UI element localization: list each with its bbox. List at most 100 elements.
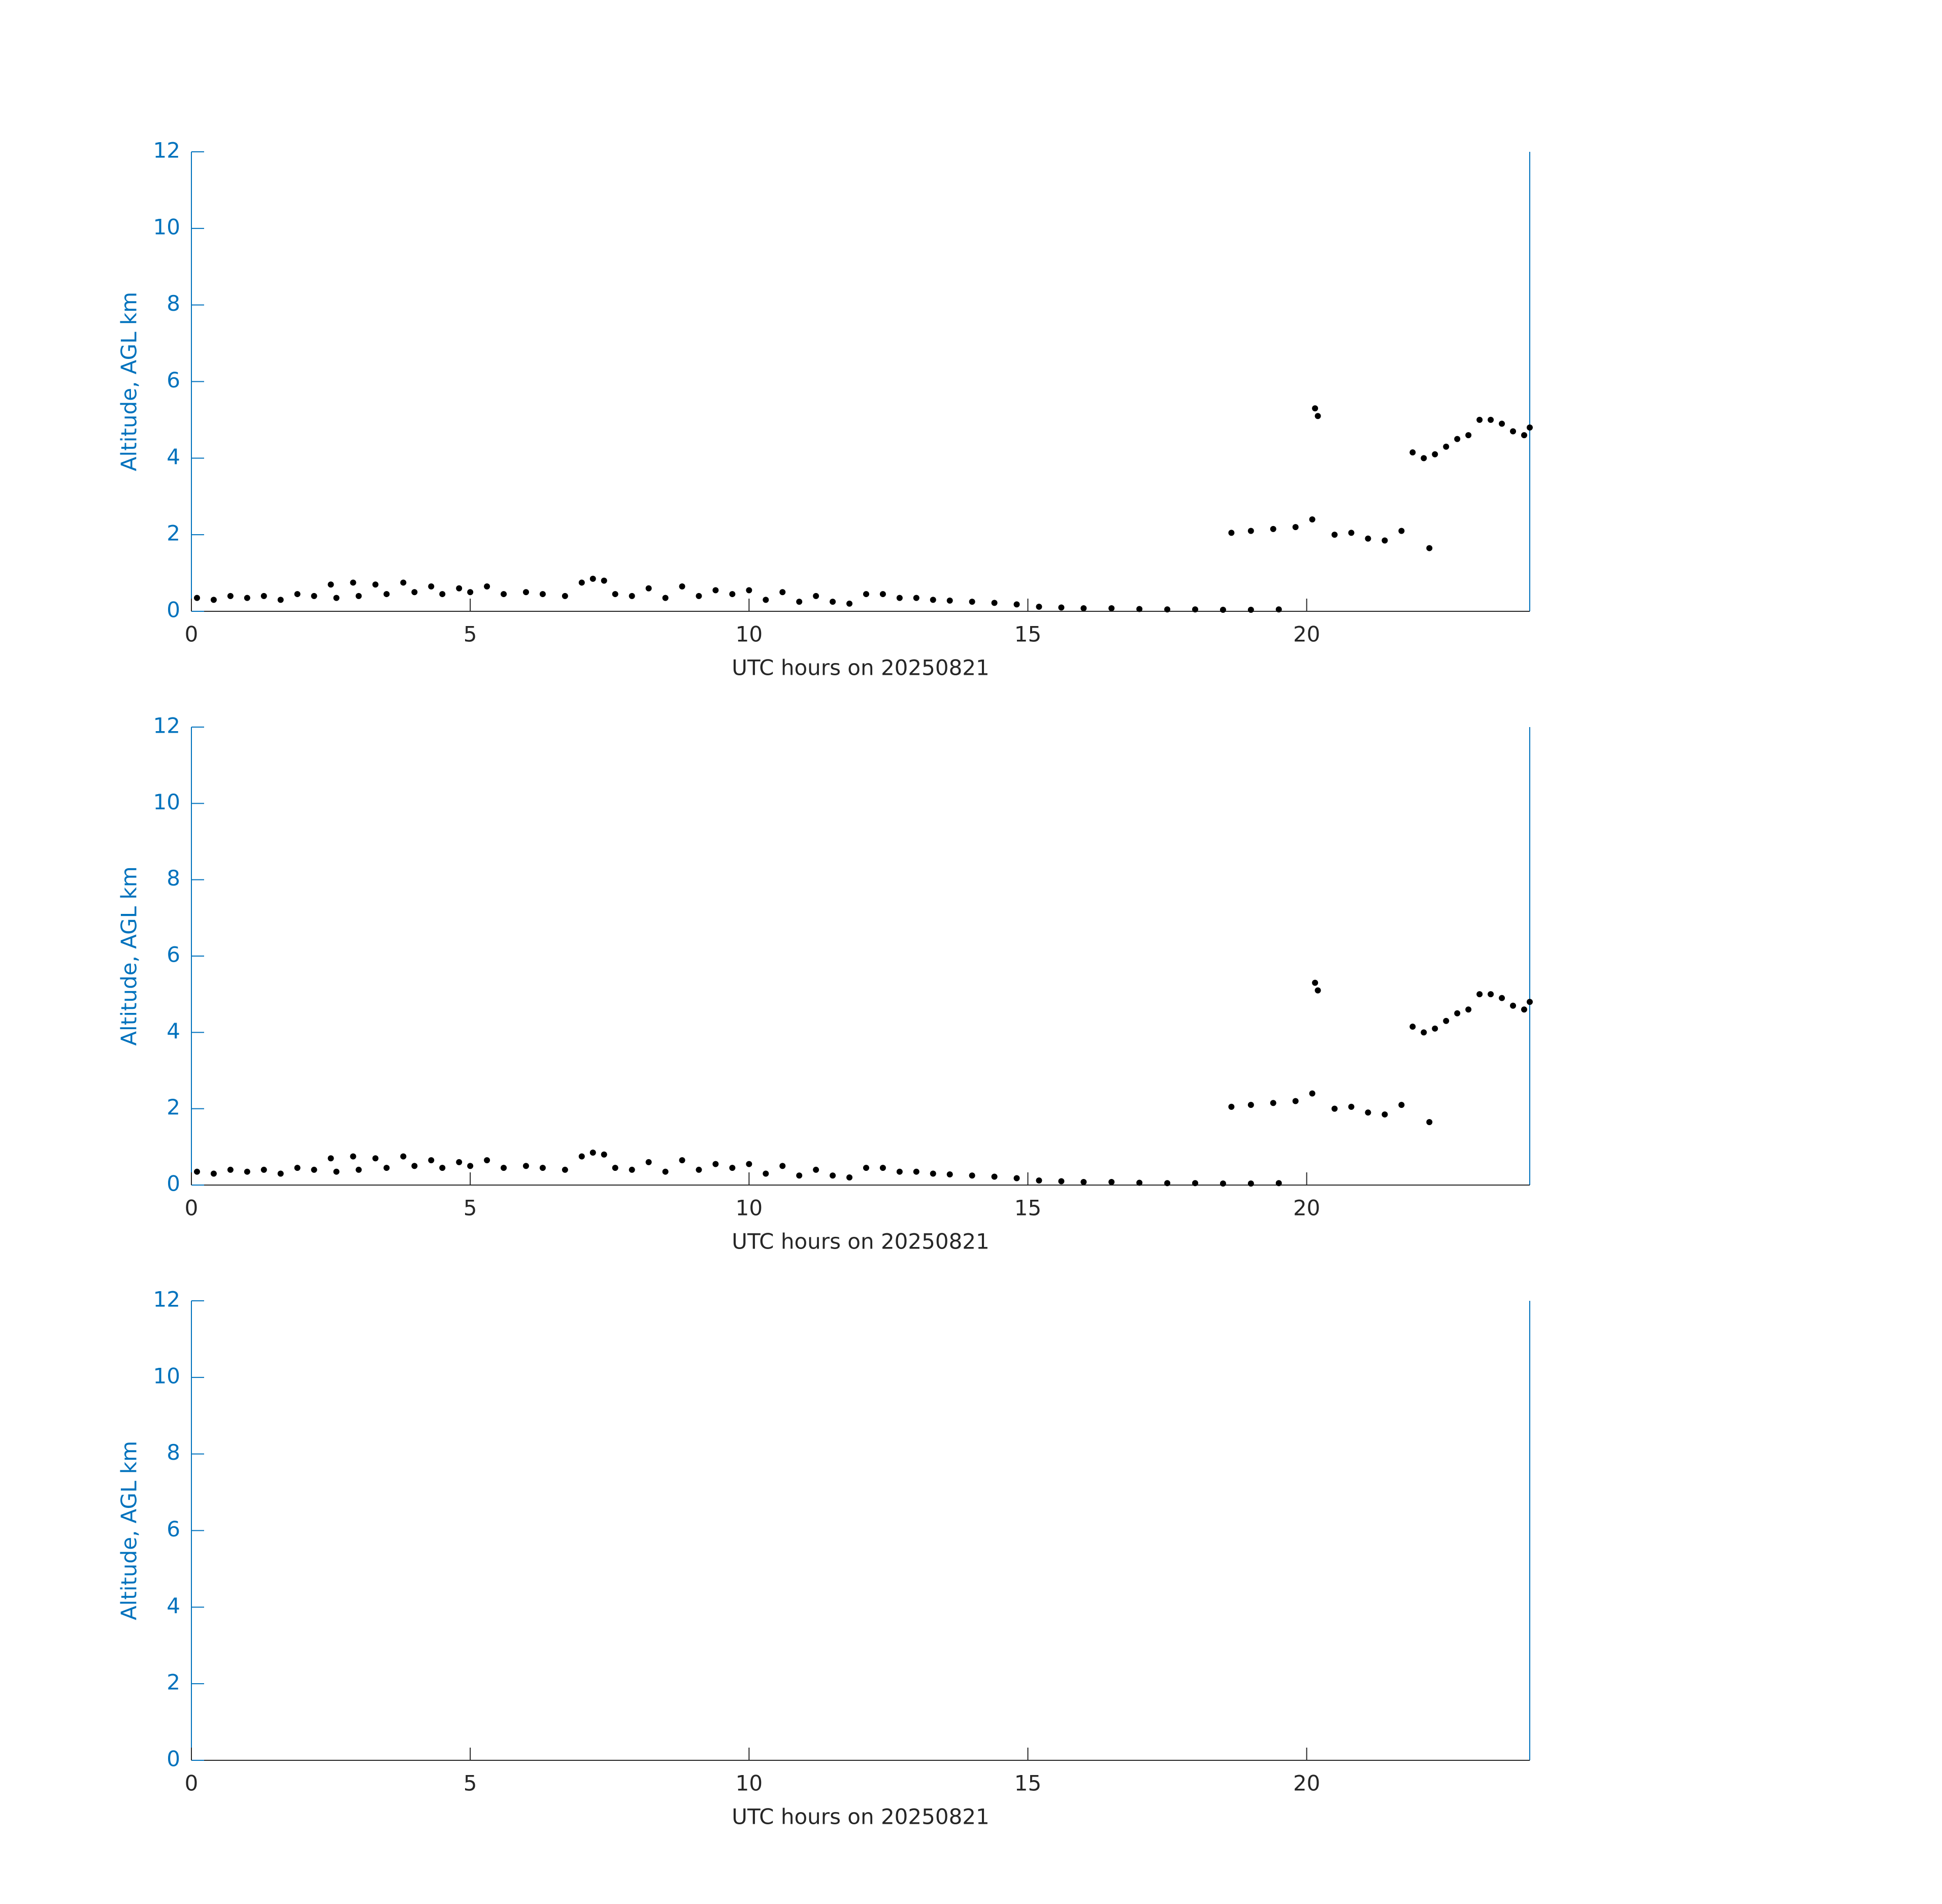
data-point bbox=[645, 1159, 652, 1165]
x-tick-label: 0 bbox=[185, 1196, 199, 1221]
data-point bbox=[1247, 606, 1254, 613]
y-tick-label: 10 bbox=[153, 1363, 180, 1388]
data-point bbox=[662, 595, 669, 601]
data-point bbox=[439, 591, 446, 598]
data-point bbox=[1331, 532, 1338, 538]
x-tick-label: 10 bbox=[736, 1771, 763, 1796]
data-point bbox=[679, 1157, 685, 1164]
data-point bbox=[1432, 451, 1438, 457]
y-axis-label: Altitude, AGL km bbox=[117, 1441, 142, 1620]
data-point bbox=[260, 593, 267, 599]
data-point bbox=[830, 1172, 836, 1179]
data-point bbox=[244, 595, 250, 601]
x-tick-label: 20 bbox=[1293, 622, 1320, 647]
data-point bbox=[467, 1163, 474, 1169]
y-tick-label: 2 bbox=[167, 521, 180, 546]
data-point bbox=[1270, 526, 1276, 532]
data-point bbox=[400, 579, 407, 586]
data-point bbox=[1136, 1179, 1143, 1186]
data-point bbox=[779, 589, 786, 596]
y-tick-label: 6 bbox=[167, 368, 180, 392]
data-point bbox=[1443, 1017, 1450, 1024]
data-point bbox=[1309, 516, 1315, 522]
data-point bbox=[1398, 528, 1405, 534]
data-point bbox=[523, 1163, 529, 1169]
data-point bbox=[645, 585, 652, 592]
data-point bbox=[763, 597, 769, 603]
data-point bbox=[1488, 416, 1494, 423]
data-point bbox=[1465, 432, 1472, 439]
data-point bbox=[333, 595, 340, 601]
data-point bbox=[1398, 1102, 1405, 1108]
data-point bbox=[1381, 537, 1388, 544]
x-tick-label: 15 bbox=[1014, 1771, 1041, 1796]
x-tick-label: 0 bbox=[185, 622, 199, 647]
data-point bbox=[210, 597, 217, 603]
data-point bbox=[1228, 530, 1235, 536]
data-point bbox=[729, 1165, 736, 1171]
x-tick-label: 5 bbox=[464, 1196, 477, 1221]
data-point bbox=[562, 1166, 568, 1173]
data-point bbox=[294, 591, 301, 598]
data-point bbox=[846, 600, 853, 607]
data-point bbox=[456, 1159, 463, 1165]
data-point bbox=[946, 1171, 953, 1177]
data-point bbox=[813, 593, 819, 599]
y-tick-label: 0 bbox=[167, 598, 180, 622]
data-point bbox=[1521, 432, 1528, 439]
data-point bbox=[1314, 987, 1321, 994]
data-point bbox=[227, 593, 234, 599]
data-point bbox=[863, 1165, 869, 1171]
y-tick-label: 8 bbox=[167, 866, 180, 891]
data-point bbox=[1058, 1178, 1065, 1185]
data-point bbox=[1164, 1180, 1171, 1187]
data-point bbox=[930, 1170, 936, 1177]
data-point bbox=[428, 583, 435, 589]
data-point bbox=[294, 1165, 301, 1171]
x-tick-label: 15 bbox=[1014, 1196, 1041, 1221]
data-point bbox=[350, 1153, 356, 1160]
data-point bbox=[896, 595, 903, 601]
data-point bbox=[612, 591, 618, 598]
y-tick-label: 4 bbox=[167, 1593, 180, 1618]
data-point bbox=[1136, 606, 1143, 612]
x-axis-label: UTC hours on 20250821 bbox=[732, 1229, 990, 1254]
data-point bbox=[991, 1173, 998, 1180]
y-tick-label: 12 bbox=[153, 1287, 180, 1312]
data-point bbox=[539, 1165, 546, 1171]
y-tick-label: 0 bbox=[167, 1171, 180, 1196]
data-point bbox=[193, 1168, 200, 1175]
data-point bbox=[1488, 991, 1494, 998]
data-point bbox=[1058, 604, 1065, 611]
data-point bbox=[813, 1166, 819, 1173]
data-point bbox=[913, 595, 919, 601]
data-point bbox=[1521, 1006, 1528, 1013]
y-tick-label: 2 bbox=[167, 1670, 180, 1695]
data-point bbox=[629, 593, 635, 599]
x-tick-label: 5 bbox=[464, 622, 477, 647]
data-point bbox=[1454, 1010, 1461, 1016]
data-point bbox=[467, 589, 474, 596]
data-point bbox=[763, 1170, 769, 1177]
data-point bbox=[1108, 1178, 1115, 1185]
data-point bbox=[1499, 420, 1505, 427]
data-point bbox=[383, 591, 390, 598]
data-point bbox=[601, 577, 607, 584]
data-point bbox=[1476, 416, 1483, 423]
data-point bbox=[277, 1170, 284, 1177]
y-tick-label: 8 bbox=[167, 291, 180, 316]
data-point bbox=[1527, 999, 1533, 1005]
data-point bbox=[746, 587, 752, 594]
data-point bbox=[1228, 1103, 1235, 1110]
data-point bbox=[679, 583, 685, 589]
x-tick-label: 20 bbox=[1293, 1771, 1320, 1796]
data-point bbox=[244, 1168, 250, 1175]
x-axis-label: UTC hours on 20250821 bbox=[732, 1804, 990, 1829]
data-point bbox=[969, 599, 975, 605]
data-point bbox=[696, 1166, 702, 1173]
data-point bbox=[1192, 1180, 1198, 1187]
data-point bbox=[501, 591, 507, 598]
data-point bbox=[779, 1163, 786, 1169]
data-point bbox=[1314, 413, 1321, 419]
